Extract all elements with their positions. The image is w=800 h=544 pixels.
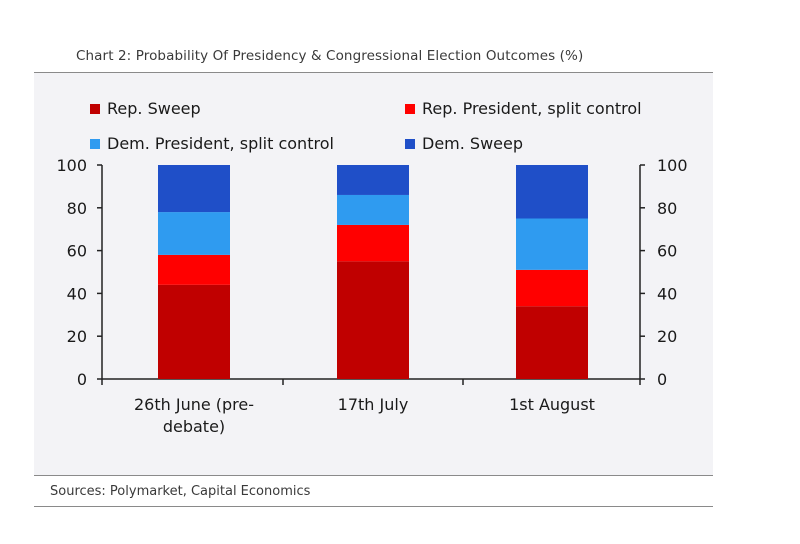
right-tick-label: 20 bbox=[657, 327, 677, 346]
chart-bottom-divider bbox=[34, 475, 713, 476]
bar-segment bbox=[158, 165, 230, 213]
left-tick-label: 40 bbox=[67, 284, 87, 303]
right-tick-label: 100 bbox=[657, 156, 688, 175]
footer-divider bbox=[34, 506, 713, 507]
legend-swatch bbox=[90, 139, 100, 149]
left-tick-label: 60 bbox=[67, 242, 87, 261]
legend-label: Rep. Sweep bbox=[107, 99, 201, 118]
legend-swatch bbox=[90, 104, 100, 114]
bar-segment bbox=[516, 218, 588, 270]
bar-segment bbox=[158, 284, 230, 379]
legend-label: Dem. Sweep bbox=[422, 134, 523, 153]
left-tick-label: 20 bbox=[67, 327, 87, 346]
bars bbox=[158, 165, 588, 379]
source-note: Sources: Polymarket, Capital Economics bbox=[50, 484, 311, 499]
chart-title: Chart 2: Probability Of Presidency & Con… bbox=[76, 48, 584, 64]
x-tick-label: 17th July bbox=[338, 395, 409, 414]
title-divider bbox=[34, 72, 713, 73]
x-tick-label: 1st August bbox=[509, 395, 595, 414]
legend: Rep. Sweep Rep. President, split control D… bbox=[90, 99, 642, 153]
legend-label: Rep. President, split control bbox=[422, 99, 642, 118]
bar-segment bbox=[337, 194, 409, 225]
bar-segment bbox=[337, 261, 409, 379]
bar-segment bbox=[516, 165, 588, 219]
right-tick-label: 40 bbox=[657, 284, 677, 303]
bar-segment bbox=[516, 269, 588, 307]
right-tick-label: 0 bbox=[657, 370, 667, 389]
left-tick-label: 80 bbox=[67, 199, 87, 218]
bar-segment bbox=[516, 306, 588, 379]
legend-label: Dem. President, split control bbox=[107, 134, 334, 153]
legend-swatch bbox=[405, 104, 415, 114]
bar-segment bbox=[337, 165, 409, 195]
bar-segment bbox=[337, 224, 409, 262]
right-tick-label: 60 bbox=[657, 242, 677, 261]
axes: 0 0 20 20 40 40 60 60 80 80 100 100 26th June (pre-d… bbox=[56, 156, 687, 436]
legend-swatch bbox=[405, 139, 415, 149]
x-tick-label: debate) bbox=[163, 417, 225, 436]
right-tick-label: 80 bbox=[657, 199, 677, 218]
bar-segment bbox=[158, 254, 230, 285]
left-tick-label: 100 bbox=[56, 156, 87, 175]
left-tick-label: 0 bbox=[77, 370, 87, 389]
x-tick-label: 26th June (pre- bbox=[134, 395, 254, 414]
bar-segment bbox=[158, 212, 230, 255]
